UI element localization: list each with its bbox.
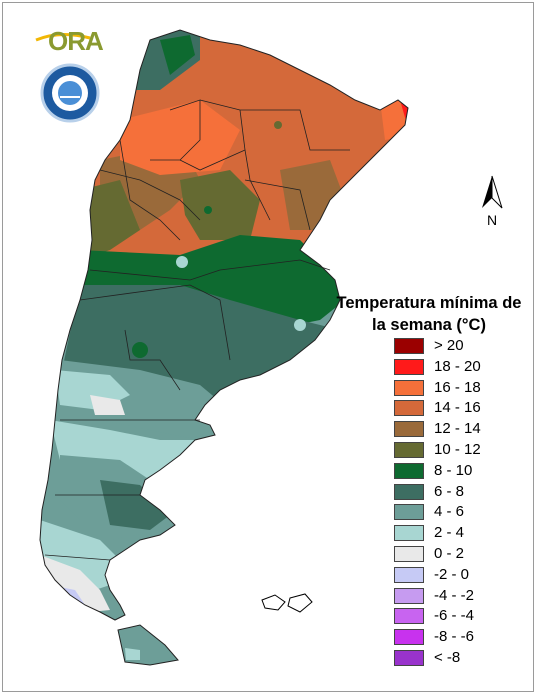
legend-item: 0 - 2 (392, 544, 512, 565)
legend-item: 10 - 12 (392, 440, 512, 461)
north-label: N (487, 212, 498, 228)
north-arrow-icon (482, 175, 503, 209)
legend-label: 16 - 18 (434, 378, 481, 396)
legend-swatch (394, 629, 424, 646)
legend-title: Temperatura mínima de la semana (°C) (336, 294, 522, 334)
legend-label: 6 - 8 (434, 482, 465, 500)
legend-swatch (394, 504, 424, 521)
legend-item: 12 - 14 (392, 419, 512, 440)
legend-label: 4 - 6 (434, 503, 465, 521)
legend-item: 8 - 10 (392, 461, 512, 482)
legend-item: 18 - 20 (392, 357, 512, 378)
legend-swatch (394, 358, 424, 375)
legend-swatch (394, 483, 424, 500)
legend-swatch (394, 545, 424, 562)
province-borders (44, 99, 350, 561)
legend-label: 8 - 10 (434, 461, 473, 479)
legend-swatch (394, 587, 424, 604)
legend-item: -4 - -2 (392, 586, 512, 607)
legend-swatch (394, 462, 424, 479)
legend-label: > 20 (434, 337, 464, 354)
legend-item: -2 - 0 (392, 565, 512, 586)
legend-item: 16 - 18 (392, 378, 512, 399)
legend-swatch (394, 338, 424, 354)
legend-swatch (394, 566, 424, 583)
malvinas-islands (261, 593, 313, 613)
legend-swatch (394, 649, 424, 666)
legend-label: 0 - 2 (434, 544, 465, 562)
legend-label: -4 - -2 (434, 586, 475, 604)
ora-logo-swoosh (35, 33, 91, 42)
smn-seal-logo (40, 63, 100, 123)
legend-label: 18 - 20 (434, 357, 481, 375)
legend-item: 2 - 4 (392, 523, 512, 544)
legend-label: 12 - 14 (434, 420, 481, 438)
legend-label: < -8 (434, 648, 461, 666)
legend-item: 6 - 8 (392, 482, 512, 503)
legend-label: -6 - -4 (434, 607, 475, 625)
legend-label: -2 - 0 (434, 565, 470, 583)
legend-swatch (394, 441, 424, 458)
legend-swatch (394, 421, 424, 438)
legend-swatch (394, 400, 424, 417)
country-outline (39, 29, 409, 621)
legend-item: 14 - 16 (392, 398, 512, 419)
legend-swatch (394, 379, 424, 396)
legend-item: -8 - -6 (392, 627, 512, 648)
legend-item: -6 - -4 (392, 606, 512, 627)
legend-label: 2 - 4 (434, 524, 465, 542)
legend-label: 14 - 16 (434, 399, 481, 417)
legend-swatch (394, 608, 424, 625)
legend-item: < -8 (392, 648, 512, 669)
legend-label: -8 - -6 (434, 628, 475, 646)
legend-item: > 20 (392, 336, 512, 357)
legend-swatch (394, 525, 424, 542)
ora-logo: ORA (48, 26, 104, 56)
legend-label: 10 - 12 (434, 440, 481, 458)
legend-item: 4 - 6 (392, 502, 512, 523)
legend: > 20 18 - 20 16 - 18 14 - 16 12 - 14 10 - 12 8… (392, 336, 512, 669)
